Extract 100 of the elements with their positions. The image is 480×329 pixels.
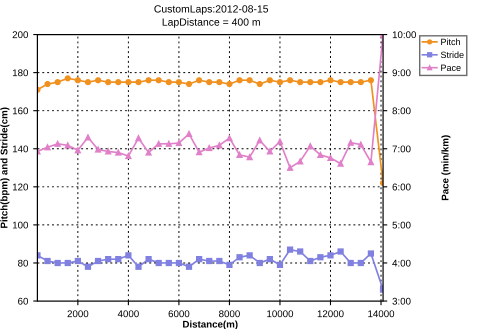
y-tick-label: 180 — [12, 69, 28, 76]
point — [297, 79, 304, 86]
point — [64, 75, 71, 82]
point — [297, 248, 304, 255]
point — [115, 149, 122, 156]
point — [84, 264, 92, 270]
legend-label: Pace — [441, 64, 461, 71]
y2-tick-label: 6:00 — [392, 184, 411, 190]
point — [176, 140, 182, 146]
point — [135, 134, 142, 142]
point — [125, 252, 132, 258]
point — [327, 77, 334, 84]
point — [317, 79, 324, 86]
point — [115, 256, 122, 262]
point — [84, 79, 92, 86]
point — [348, 260, 354, 266]
point — [256, 260, 263, 266]
point — [156, 260, 162, 266]
point — [94, 258, 102, 264]
point — [54, 140, 61, 147]
point — [206, 258, 212, 264]
point — [156, 77, 162, 84]
point — [256, 137, 263, 144]
point — [266, 256, 273, 262]
point — [286, 246, 294, 253]
y2-axis-title: Pace (min/km) — [441, 135, 450, 200]
point — [307, 142, 314, 150]
point — [135, 79, 142, 86]
point — [307, 79, 314, 86]
point — [135, 264, 142, 270]
point — [94, 146, 102, 153]
point — [286, 164, 294, 171]
point — [246, 77, 253, 84]
point — [186, 130, 192, 138]
point — [358, 79, 364, 86]
y-tick-label: 100 — [12, 222, 28, 229]
y2-tick-label: 9:00 — [392, 69, 411, 76]
point — [186, 264, 192, 270]
point — [368, 77, 374, 84]
point — [105, 79, 112, 86]
point — [246, 252, 253, 258]
point — [358, 260, 364, 266]
x-tick-label: 8000 — [219, 310, 240, 318]
point — [145, 77, 152, 84]
point — [176, 260, 182, 266]
point — [145, 149, 152, 156]
point — [368, 250, 374, 257]
y2-tick-label: 4:00 — [392, 260, 411, 267]
y2-tick-label: 8:00 — [392, 107, 411, 114]
point — [216, 79, 222, 86]
point — [166, 260, 172, 266]
point — [226, 262, 233, 268]
point — [105, 256, 112, 262]
point — [54, 79, 61, 86]
y-tick-label: 140 — [12, 145, 28, 152]
point — [348, 79, 354, 86]
y2-tick-label: 3:00 — [392, 298, 411, 305]
x-tick-label: 12000 — [318, 310, 344, 318]
point — [266, 77, 273, 84]
point — [64, 142, 71, 148]
x-tick-label: 14000 — [368, 310, 394, 318]
point — [196, 256, 202, 262]
y-tick-label: 160 — [12, 107, 28, 114]
point — [226, 80, 233, 88]
point — [368, 158, 374, 166]
legend-label: Stride — [440, 51, 464, 58]
point — [266, 148, 273, 155]
x-tick-label: 4000 — [118, 310, 139, 318]
point — [276, 262, 284, 268]
y2-tick-label: 10:00 — [392, 31, 416, 38]
point — [186, 80, 192, 88]
point — [125, 152, 132, 160]
point — [156, 140, 162, 147]
point — [125, 79, 132, 86]
x-tick-label: 6000 — [168, 310, 190, 318]
y-axis-title: Pitch(bpm) and Stride(cm) — [0, 108, 10, 228]
point — [337, 248, 344, 255]
point — [337, 79, 344, 86]
y2-tick-label: 7:00 — [392, 145, 411, 152]
point — [307, 258, 314, 264]
point — [74, 77, 81, 84]
point — [44, 144, 51, 150]
point — [337, 160, 344, 167]
y-tick-label: 120 — [12, 184, 28, 190]
point — [286, 77, 294, 84]
point — [297, 158, 304, 164]
point — [327, 154, 334, 162]
y-tick-label: 80 — [18, 260, 28, 267]
point — [166, 79, 172, 86]
x-tick-label: 10000 — [267, 310, 294, 318]
point — [256, 80, 263, 88]
point — [317, 152, 324, 158]
point — [115, 79, 122, 86]
point — [236, 77, 243, 84]
point — [74, 258, 81, 264]
point — [176, 79, 182, 86]
y-tick-label: 60 — [18, 298, 28, 305]
y-tick-label: 200 — [12, 31, 28, 38]
x-tick-label: 2000 — [68, 310, 88, 318]
point — [358, 141, 364, 148]
